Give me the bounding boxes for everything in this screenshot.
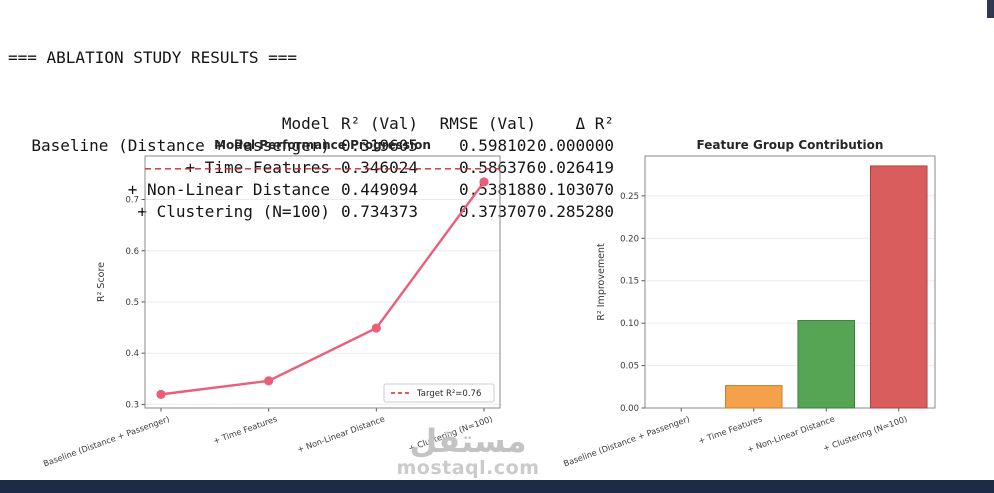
- y-tick-label: 0.20: [620, 234, 639, 244]
- table-cell: 0.103070: [536, 180, 614, 199]
- console-output: === ABLATION STUDY RESULTS === Model R² (…: [8, 3, 614, 267]
- watermark-site: mostaql.com: [396, 457, 540, 479]
- data-point: [156, 389, 166, 399]
- table-cell: 0.346024: [340, 158, 418, 177]
- r2-line-series: [160, 181, 485, 396]
- table-cell: 0.285280: [536, 202, 614, 221]
- bar-1: [724, 385, 783, 409]
- legend-label: Target R²=0.76: [416, 389, 481, 399]
- x-tick-label: + Time Features: [212, 413, 279, 445]
- legend-box: [383, 383, 495, 403]
- watermark-arabic: مستقل: [409, 422, 527, 460]
- y-axis-label: R² Improvement: [596, 243, 607, 321]
- data-point: [479, 177, 489, 187]
- table-row: + Time Features 0.346024 0.5863760.026419: [8, 157, 615, 179]
- data-point: [264, 376, 274, 386]
- table-row: + Non-Linear Distance 0.449094 0.5381880.1…: [8, 179, 614, 201]
- watermark: مستقل mostaql.com: [368, 424, 568, 479]
- plot-border: [644, 155, 936, 409]
- y-tick-label: 0.25: [620, 192, 639, 202]
- x-tick-label: Baseline (Distance + Passenger): [562, 413, 691, 468]
- x-tick-label: + Time Features: [697, 413, 764, 445]
- plot-border: [144, 155, 501, 409]
- table-cell: + Time Features: [185, 158, 331, 177]
- table-cell: 0.026419: [536, 158, 614, 177]
- y-tick-label: 0.5: [125, 298, 139, 308]
- bottom-bar: [0, 480, 994, 493]
- y-tick-label: 0.4: [125, 349, 139, 359]
- table-row: Baseline (Distance + Passenger) 0.319605 0…: [8, 135, 614, 157]
- table-cell: + Non-Linear Distance: [127, 180, 330, 199]
- scrollbar-thumb[interactable]: [987, 0, 994, 18]
- table-cell: + Clustering (N=100): [137, 202, 330, 221]
- x-tick-label: Baseline (Distance + Passenger): [42, 413, 171, 468]
- bar-2: [797, 320, 856, 409]
- table-row: + Clustering (N=100) 0.734373 0.3737070.28…: [8, 201, 614, 223]
- y-tick-label: 0.05: [620, 362, 639, 372]
- table-cell: 0.734373: [340, 202, 418, 221]
- y-tick-label: 0.3: [125, 400, 139, 410]
- chart-title: Feature Group Contribution: [697, 138, 884, 152]
- table-header-cell: Model: [281, 114, 330, 133]
- y-tick-label: 0.6: [125, 247, 139, 257]
- table-header-cell: R² (Val): [340, 114, 418, 133]
- table-cell: 0.538188: [458, 180, 536, 199]
- data-point: [371, 323, 381, 333]
- table-cell: 0.000000: [536, 136, 614, 155]
- chart-title: Model Performance Progression: [214, 138, 431, 152]
- y-tick-label: 0.10: [620, 319, 639, 329]
- table-cell: 0.598102: [458, 136, 536, 155]
- table-header-cell: RMSE (Val): [439, 114, 536, 133]
- ablation-table: Model R² (Val) RMSE (Val) Δ R² Baseline (Dis…: [8, 113, 614, 223]
- y-axis-label: R² Score: [96, 262, 107, 302]
- table-cell: 0.449094: [340, 180, 418, 199]
- table-cell: Baseline (Distance + Passenger): [31, 136, 330, 155]
- line-chart-model-performance: 0.3 0.4 0.5 0.6 0.7 Baseline (Distance + Pass…: [42, 138, 501, 469]
- bar-3: [869, 165, 928, 409]
- y-tick-label: 0.00: [620, 404, 639, 414]
- table-cell: 0.319605: [340, 136, 418, 155]
- bar-chart-feature-contribution: 0.00 0.05 0.10 0.15 0.20 0.25 Baseline (Distan…: [562, 138, 936, 469]
- table-cell: 0.586376: [458, 158, 536, 177]
- table-header-row: Model R² (Val) RMSE (Val) Δ R²: [8, 113, 614, 135]
- table-cell: 0.373707: [458, 202, 536, 221]
- table-header-cell: Δ R²: [575, 114, 614, 133]
- console-title: === ABLATION STUDY RESULTS ===: [8, 48, 297, 67]
- y-tick-label: 0.15: [620, 277, 639, 287]
- y-tick-label: 0.7: [125, 196, 139, 206]
